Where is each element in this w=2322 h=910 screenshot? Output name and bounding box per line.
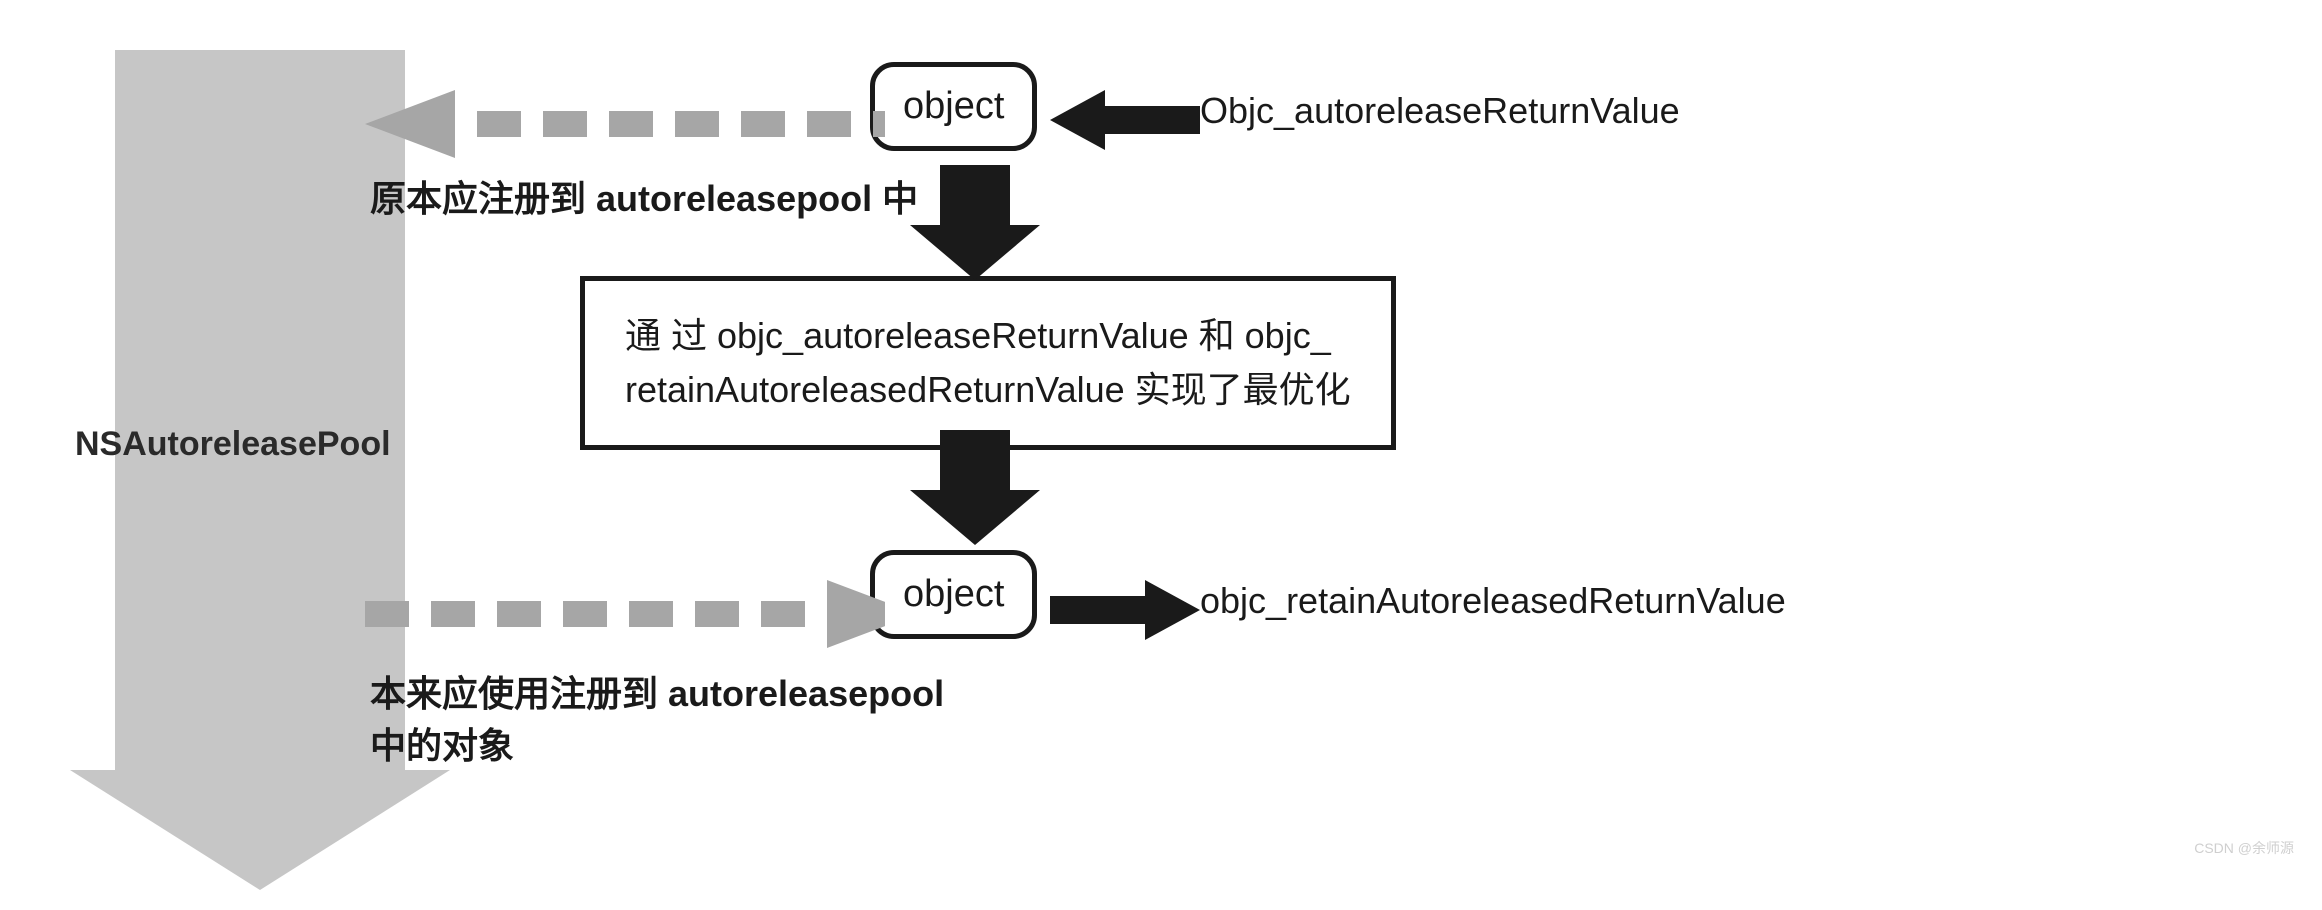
object-box-top: object xyxy=(870,62,1037,151)
side-label-top: Objc_autoreleaseReturnValue xyxy=(1200,90,1680,132)
label-bottom-line1: 本来应使用注册到 autoreleasepool xyxy=(370,673,944,714)
black-arrow-down-bottom xyxy=(900,430,1050,555)
side-label-bottom: objc_retainAutoreleasedReturnValue xyxy=(1200,580,1786,622)
pool-label: NSAutoreleasePool xyxy=(75,425,391,464)
label-top: 原本应注册到 autoreleasepool 中 xyxy=(370,170,918,222)
label-bottom: 本来应使用注册到 autoreleasepool 中的对象 xyxy=(370,665,944,769)
label-bottom-line2: 中的对象 xyxy=(370,725,514,766)
black-arrow-out-bottom xyxy=(1050,570,1210,650)
dashed-arrow-top xyxy=(365,80,885,168)
middle-box-line2: retainAutoreleasedReturnValue 实现了最优化 xyxy=(625,369,1351,410)
object-box-bottom: object xyxy=(870,550,1037,639)
diagram-canvas: NSAutoreleasePool object object 原本应注册到 a… xyxy=(20,20,2302,864)
middle-box: 通 过 objc_autoreleaseReturnValue 和 objc_ … xyxy=(580,276,1396,450)
watermark: CSDN @余师源 xyxy=(2194,838,2294,858)
black-arrow-in-top xyxy=(1050,80,1210,160)
middle-box-line1: 通 过 objc_autoreleaseReturnValue 和 objc_ xyxy=(625,315,1331,356)
black-arrow-down-top xyxy=(900,165,1050,290)
dashed-arrow-bottom xyxy=(365,570,885,658)
